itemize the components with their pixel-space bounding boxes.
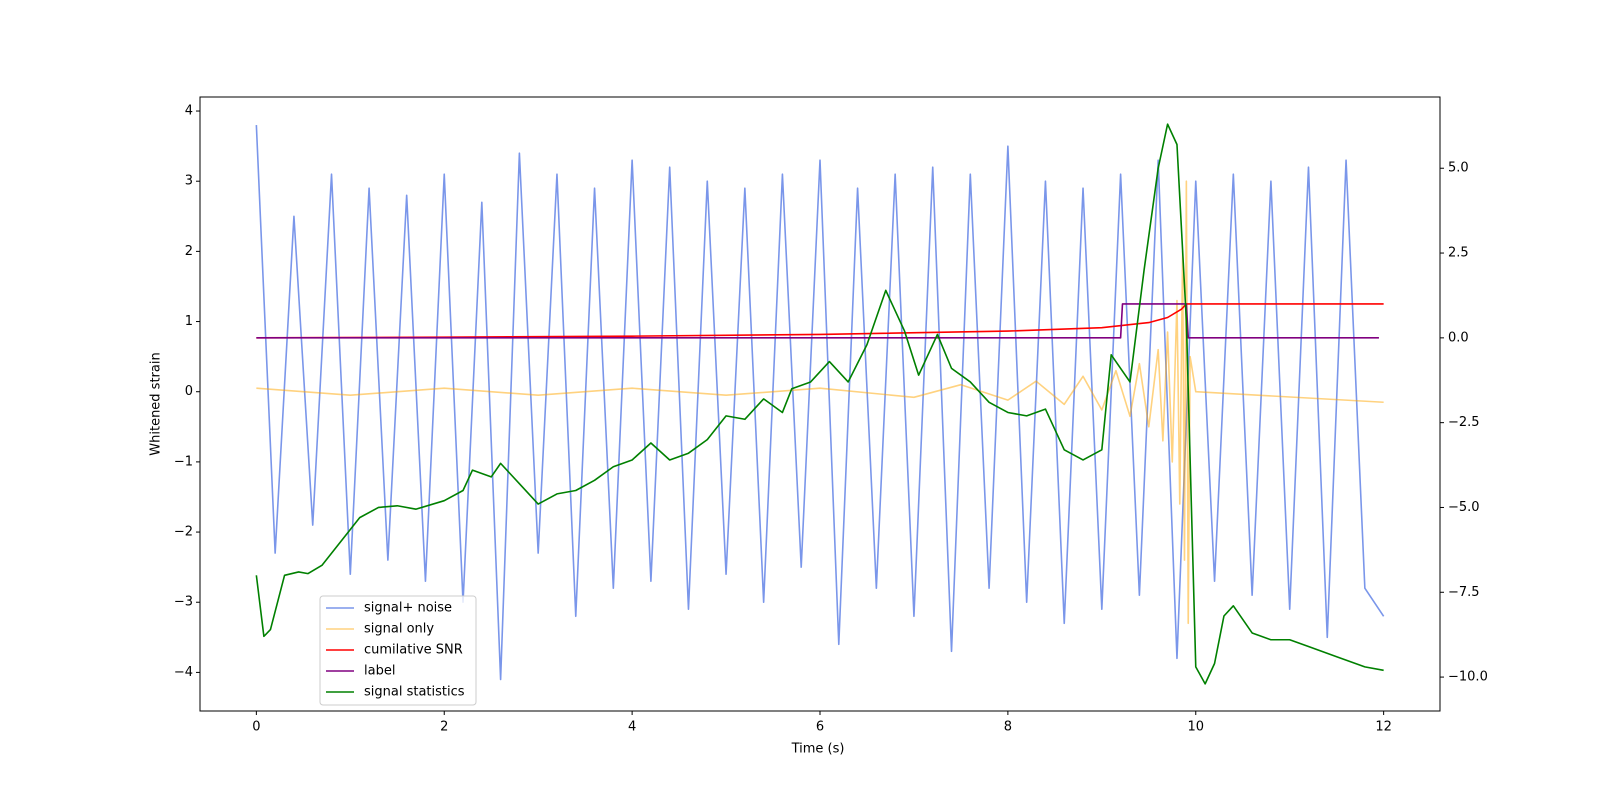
series-line <box>256 303 1379 339</box>
x-tick-label: 12 <box>1375 720 1392 735</box>
y2-tick-label: −2.5 <box>1448 415 1480 430</box>
y-tick-label: −4 <box>174 665 193 680</box>
x-axis-label: Time (s) <box>791 742 845 757</box>
y-tick-label: 2 <box>185 244 193 259</box>
y-tick-label: 3 <box>185 174 193 189</box>
legend-label: signal only <box>364 622 434 637</box>
y2-tick-label: 2.5 <box>1448 246 1469 261</box>
x-tick-label: 4 <box>628 720 636 735</box>
x-tick-label: 0 <box>252 720 260 735</box>
y-tick-label: −3 <box>174 595 193 610</box>
x-tick-label: 8 <box>1004 720 1012 735</box>
legend-label: cumilative SNR <box>364 643 463 658</box>
y2-tick-label: 5.0 <box>1448 161 1469 176</box>
series-line <box>256 180 1384 625</box>
legend-label: label <box>364 664 395 679</box>
y-tick-label: 1 <box>185 314 193 329</box>
plot-area <box>255 123 1385 685</box>
y2-tick-label: −10.0 <box>1448 670 1488 685</box>
series-line <box>255 123 1384 685</box>
y-tick-label: −1 <box>174 454 193 469</box>
y-tick-label: 4 <box>185 104 193 119</box>
x-tick-label: 2 <box>440 720 448 735</box>
y-axis-label: Whitened strain <box>149 352 164 455</box>
y-tick-label: 0 <box>185 384 193 399</box>
y2-tick-label: −7.5 <box>1448 585 1480 600</box>
x-tick-label: 6 <box>816 720 824 735</box>
x-tick-label: 10 <box>1187 720 1204 735</box>
y2-tick-label: −5.0 <box>1448 500 1480 515</box>
legend-label: signal+ noise <box>364 601 452 616</box>
legend: signal+ noise signal only cumilative SNR la… <box>319 595 477 706</box>
y-tick-label: −2 <box>174 525 193 540</box>
legend-box <box>319 595 477 706</box>
y2-tick-label: 0.0 <box>1448 330 1469 345</box>
legend-label: signal statistics <box>364 685 465 700</box>
series-line <box>256 303 1384 339</box>
series-line <box>255 125 1385 681</box>
